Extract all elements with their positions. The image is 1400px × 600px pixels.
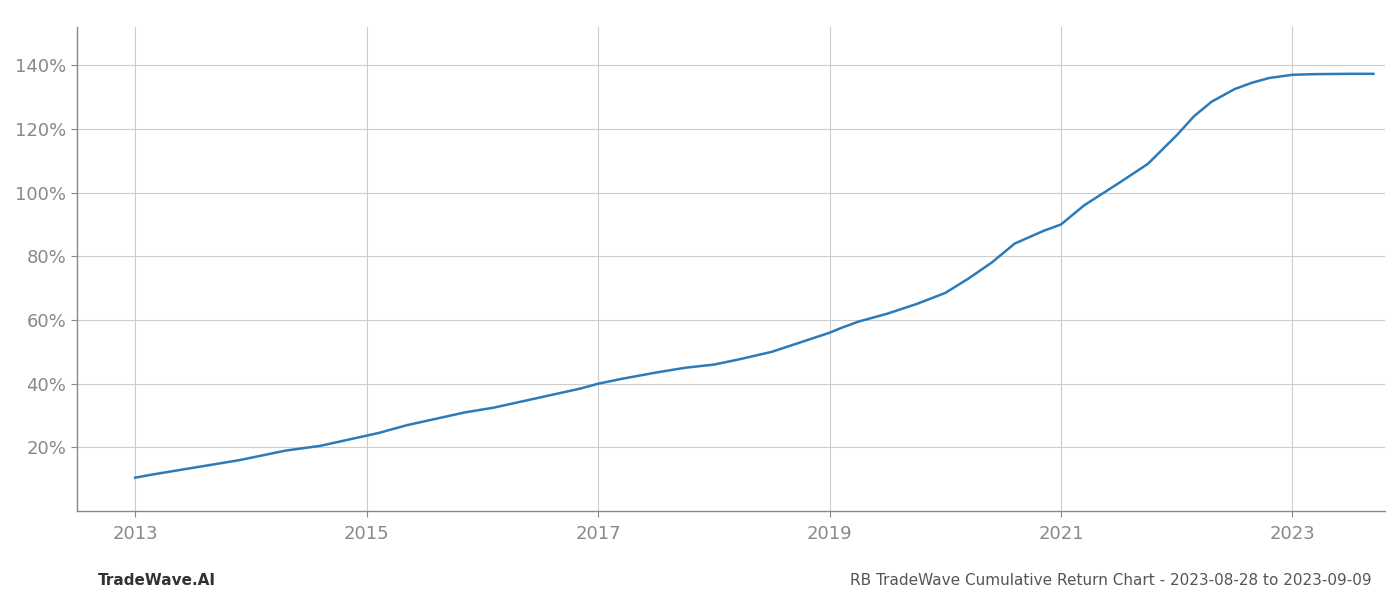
Text: TradeWave.AI: TradeWave.AI [98,573,216,588]
Text: RB TradeWave Cumulative Return Chart - 2023-08-28 to 2023-09-09: RB TradeWave Cumulative Return Chart - 2… [850,573,1372,588]
